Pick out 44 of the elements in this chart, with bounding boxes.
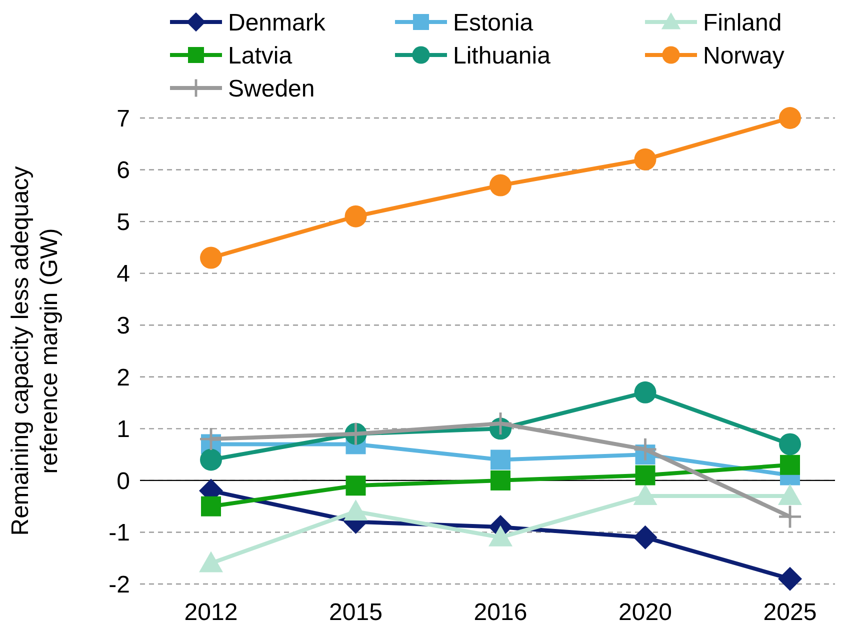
x-tick-label: 2015 [329, 599, 382, 626]
point [488, 525, 512, 546]
point [779, 506, 801, 528]
point [779, 107, 801, 129]
point [778, 566, 802, 591]
point [490, 470, 510, 490]
point [634, 381, 656, 404]
point [634, 438, 656, 460]
y-tick-label: 7 [116, 105, 130, 132]
x-tick-label: 2025 [763, 599, 817, 626]
point [490, 174, 512, 196]
legend-label: Lithuania [453, 42, 552, 70]
y-tick-label: 5 [116, 208, 130, 236]
point [201, 496, 221, 516]
point [200, 246, 222, 269]
y-tick-label: 4 [116, 260, 130, 288]
point [634, 148, 656, 170]
y-tick-label: -1 [108, 520, 130, 547]
point [200, 448, 222, 471]
point [780, 454, 800, 475]
legend-label: Finland [703, 9, 782, 36]
point [344, 205, 367, 228]
point [344, 500, 368, 521]
legend-label: Denmark [228, 9, 326, 36]
legend-label: Latvia [228, 42, 293, 70]
y-axis-title: Remaining capacity less adequacy reference margin (GW) [7, 166, 63, 536]
y-tick-label: -2 [108, 571, 130, 598]
legend-label: Sweden [228, 75, 315, 102]
point [779, 433, 801, 456]
y-tick-label: 6 [116, 157, 130, 184]
point [199, 551, 223, 572]
point [346, 476, 366, 496]
legend-label: Norway [703, 42, 784, 70]
point [490, 450, 510, 470]
x-tick-label: 2016 [474, 599, 528, 626]
point [635, 465, 656, 486]
y-tick-label: 0 [116, 468, 130, 495]
x-tick-label: 2020 [618, 599, 672, 626]
y-tick-label: 2 [116, 364, 130, 392]
point [633, 525, 658, 550]
legend-label: Estonia [453, 9, 534, 36]
x-tick-label: 2012 [184, 599, 238, 626]
y-tick-label: 3 [116, 312, 130, 340]
y-tick-label: 1 [116, 416, 130, 444]
